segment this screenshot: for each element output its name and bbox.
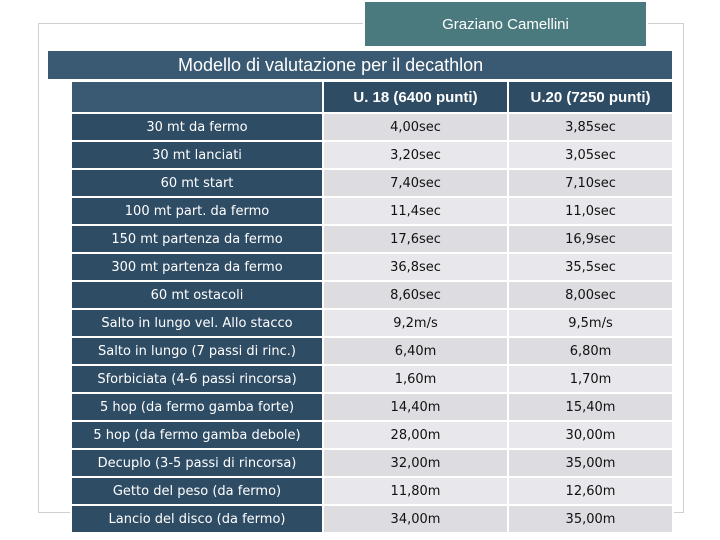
value-u18: 14,40m (322, 392, 509, 422)
table-row: 100 mt part. da fermo 11,4sec 11,0sec (70, 196, 674, 226)
row-label: Decuplo (3-5 passi di rincorsa) (70, 448, 324, 478)
value-u18: 17,6sec (322, 224, 509, 254)
row-label: 150 mt partenza da fermo (70, 224, 324, 254)
table-row: Salto in lungo (7 passi di rinc.) 6,40m 6,… (70, 336, 674, 366)
value-u20: 3,85sec (507, 112, 674, 142)
value-u20: 30,00m (507, 420, 674, 450)
value-u18: 28,00m (322, 420, 509, 450)
value-u20: 8,00sec (507, 280, 674, 310)
value-u18: 9,2m/s (322, 308, 509, 338)
value-u20: 12,60m (507, 476, 674, 506)
row-label: 5 hop (da fermo gamba debole) (70, 420, 324, 450)
value-u18: 11,80m (322, 476, 509, 506)
table-row: Decuplo (3-5 passi di rincorsa) 32,00m 35,… (70, 448, 674, 478)
author-name: Graziano Camellini (442, 15, 569, 33)
value-u20: 1,70m (507, 364, 674, 394)
value-u20: 35,00m (507, 504, 674, 534)
row-label: Getto del peso (da fermo) (70, 476, 324, 506)
table-row: 150 mt partenza da fermo 17,6sec 16,9sec (70, 224, 674, 254)
value-u20: 35,00m (507, 448, 674, 478)
author-tab: Graziano Camellini (363, 0, 648, 48)
table-row: 30 mt lanciati 3,20sec 3,05sec (70, 140, 674, 170)
table-row: Sforbiciata (4-6 passi rincorsa) 1,60m 1,7… (70, 364, 674, 394)
header-cell-blank (70, 80, 324, 114)
value-u18: 32,00m (322, 448, 509, 478)
row-label: 300 mt partenza da fermo (70, 252, 324, 282)
table-row: 60 mt start 7,40sec 7,10sec (70, 168, 674, 198)
row-label: 60 mt start (70, 168, 324, 198)
row-label: Salto in lungo (7 passi di rinc.) (70, 336, 324, 366)
value-u18: 4,00sec (322, 112, 509, 142)
table-row: Salto in lungo vel. Allo stacco 9,2m/s 9,5… (70, 308, 674, 338)
value-u18: 11,4sec (322, 196, 509, 226)
row-label: 60 mt ostacoli (70, 280, 324, 310)
row-label: 100 mt part. da fermo (70, 196, 324, 226)
value-u18: 34,00m (322, 504, 509, 534)
value-u20: 9,5m/s (507, 308, 674, 338)
decathlon-table: U. 18 (6400 punti) U.20 (7250 punti) 30 … (70, 80, 674, 534)
value-u18: 8,60sec (322, 280, 509, 310)
value-u20: 35,5sec (507, 252, 674, 282)
row-label: Sforbiciata (4-6 passi rincorsa) (70, 364, 324, 394)
header-cell-u18: U. 18 (6400 punti) (322, 80, 509, 114)
table-row: 300 mt partenza da fermo 36,8sec 35,5sec (70, 252, 674, 282)
value-u20: 15,40m (507, 392, 674, 422)
value-u20: 7,10sec (507, 168, 674, 198)
table-row: 5 hop (da fermo gamba debole) 28,00m 30,00… (70, 420, 674, 450)
table-row: Getto del peso (da fermo) 11,80m 12,60m (70, 476, 674, 506)
table-header-row: U. 18 (6400 punti) U.20 (7250 punti) (70, 80, 674, 114)
table-row: 60 mt ostacoli 8,60sec 8,00sec (70, 280, 674, 310)
row-label: 30 mt da fermo (70, 112, 324, 142)
header-cell-u20: U.20 (7250 punti) (507, 80, 674, 114)
row-label: Lancio del disco (da fermo) (70, 504, 324, 534)
table-body: 30 mt da fermo 4,00sec 3,85sec 30 mt lancia… (70, 112, 674, 534)
row-label: 30 mt lanciati (70, 140, 324, 170)
value-u20: 11,0sec (507, 196, 674, 226)
value-u18: 3,20sec (322, 140, 509, 170)
title-bar: Modello di valutazione per il decathlon (48, 51, 672, 79)
value-u18: 7,40sec (322, 168, 509, 198)
value-u18: 36,8sec (322, 252, 509, 282)
value-u20: 6,80m (507, 336, 674, 366)
page-title: Modello di valutazione per il decathlon (178, 54, 484, 75)
value-u18: 6,40m (322, 336, 509, 366)
value-u18: 1,60m (322, 364, 509, 394)
table-row: 5 hop (da fermo gamba forte) 14,40m 15,40m (70, 392, 674, 422)
table-row: 30 mt da fermo 4,00sec 3,85sec (70, 112, 674, 142)
value-u20: 3,05sec (507, 140, 674, 170)
row-label: Salto in lungo vel. Allo stacco (70, 308, 324, 338)
value-u20: 16,9sec (507, 224, 674, 254)
row-label: 5 hop (da fermo gamba forte) (70, 392, 324, 422)
table-row: Lancio del disco (da fermo) 34,00m 35,00m (70, 504, 674, 534)
